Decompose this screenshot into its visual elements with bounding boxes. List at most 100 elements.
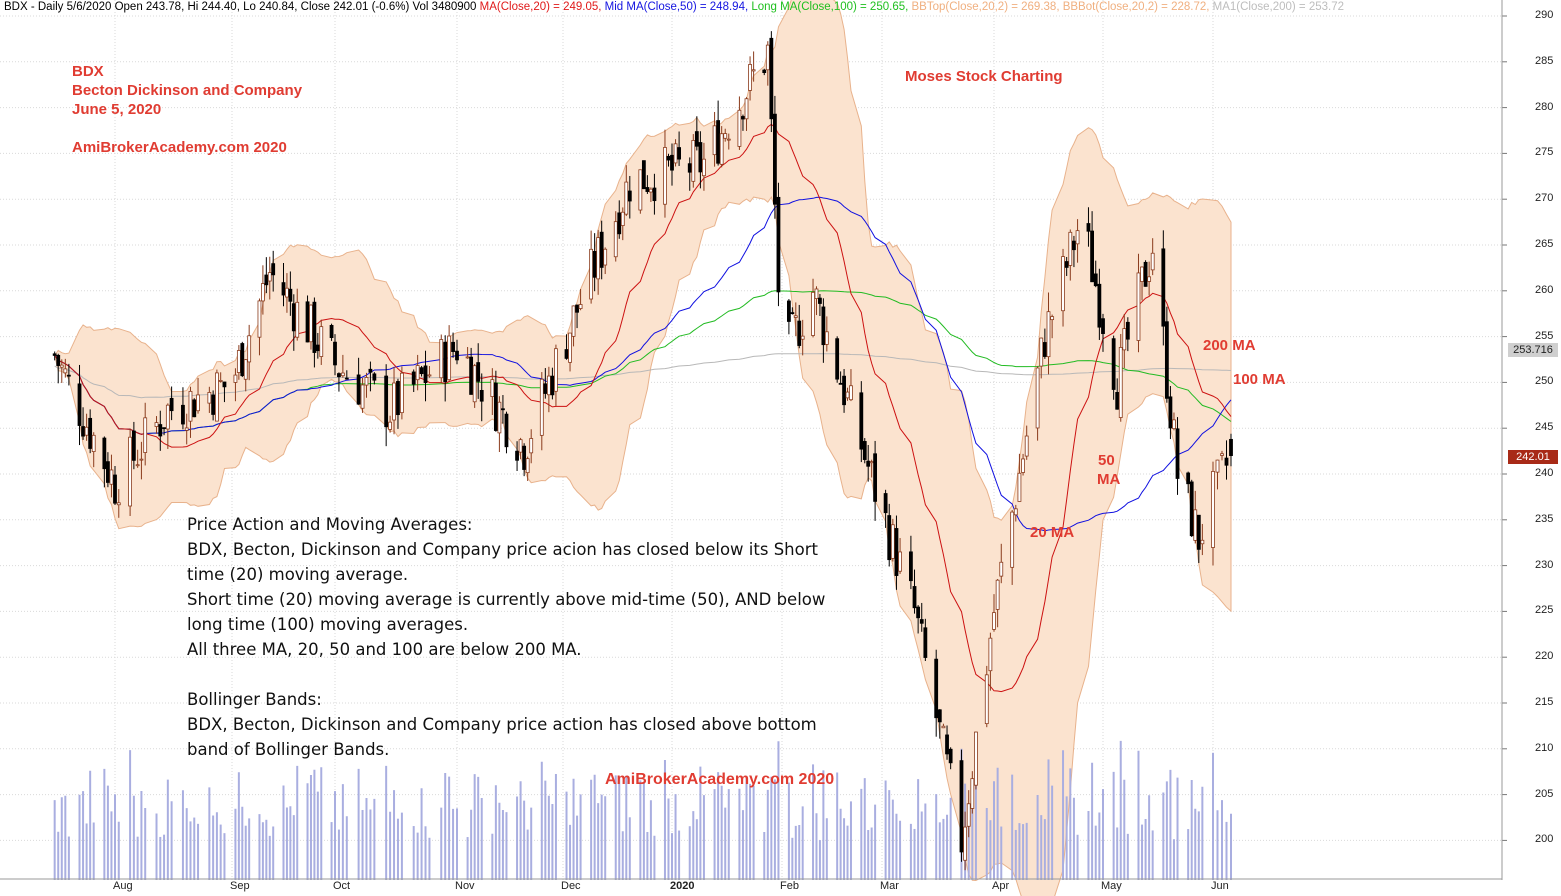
candle-body: [821, 306, 826, 346]
candle-body: [1168, 396, 1173, 429]
candle-body: [135, 464, 140, 467]
candle-body: [1021, 458, 1025, 473]
candle-body: [113, 474, 117, 504]
candle-body: [158, 424, 163, 437]
candle-body: [295, 301, 300, 338]
date-label: June 5, 2020: [72, 101, 162, 118]
candle-body: [627, 190, 632, 202]
y-tick-label: 205: [1535, 787, 1554, 800]
candle-body: [765, 44, 770, 71]
candle-body: [372, 373, 377, 381]
candle-body: [1164, 321, 1169, 399]
candle-body: [941, 725, 946, 729]
candle-body: [443, 341, 448, 383]
candle-body: [1224, 457, 1229, 466]
candle-body: [673, 143, 678, 164]
candle-body: [91, 434, 96, 452]
candle-body: [1090, 230, 1094, 283]
candle-body: [131, 430, 136, 461]
candle-body: [1075, 230, 1080, 245]
candle-body: [415, 365, 420, 381]
y-tick-label: 200: [1535, 833, 1554, 846]
candle-body: [102, 437, 107, 470]
candle-body: [1215, 459, 1220, 473]
candle-body: [677, 147, 681, 160]
candle-body: [1097, 283, 1102, 328]
candle-body: [469, 356, 474, 395]
commentary-line: Bollinger Bands:: [187, 690, 322, 709]
candle-body: [504, 413, 509, 448]
candle-body: [243, 359, 248, 380]
x-tick-label: Dec: [561, 880, 581, 892]
bollinger-band-fill: [54, 0, 1232, 896]
ma50-label-bottom: MA: [1097, 471, 1121, 488]
candle-body: [866, 460, 871, 467]
candle-body: [340, 372, 345, 377]
candle-body: [923, 627, 928, 658]
candle-body: [999, 561, 1004, 577]
candle-body: [1046, 311, 1051, 358]
candle-body: [995, 579, 1000, 610]
candle-body: [716, 120, 721, 164]
ma200-price-tag: 253.716: [1508, 343, 1558, 357]
candle-body: [793, 315, 798, 318]
ma50-line: [54, 196, 1232, 532]
candle-body: [1193, 509, 1198, 541]
candle-body: [337, 373, 341, 378]
candle-body: [596, 237, 601, 280]
candle-body: [1115, 392, 1120, 410]
candle-body: [762, 69, 767, 73]
y-tick-label: 215: [1535, 696, 1554, 708]
candle-body: [578, 304, 583, 309]
commentary-line: time (20) moving average.: [187, 565, 409, 584]
candlesticks: [52, 31, 1233, 871]
candle-body: [666, 155, 671, 161]
y-tick-label: 240: [1535, 467, 1554, 479]
candle-body: [447, 335, 452, 381]
candle-body: [288, 288, 293, 302]
candle-body: [181, 404, 185, 425]
ma200-readout: MA1(Close,200) = 253.72: [1212, 1, 1345, 13]
chart-grid: [0, 0, 1507, 880]
candle-body: [77, 383, 82, 426]
candle-body: [966, 803, 971, 827]
candle-body: [786, 300, 791, 322]
symbol-info: BDX - Daily 5/6/2020 Open 243.78, Hi 244…: [4, 1, 477, 13]
candle-body: [992, 612, 996, 630]
candle-body: [52, 353, 57, 356]
candle-body: [934, 658, 939, 719]
candle-body: [215, 372, 219, 422]
candle-body: [887, 515, 892, 561]
y-tick-label: 260: [1535, 283, 1554, 296]
candle-body: [257, 300, 262, 338]
candle-body: [948, 748, 953, 764]
candle-body: [712, 125, 717, 156]
candle-body: [465, 356, 470, 359]
candle-body: [196, 394, 200, 412]
candle-body: [613, 221, 618, 258]
candle-body: [617, 212, 622, 235]
candle-body: [1200, 539, 1205, 545]
candle-body: [451, 341, 455, 352]
candle-body: [849, 385, 853, 401]
candle-body: [568, 332, 572, 363]
candle-body: [222, 381, 227, 388]
candle-body: [1186, 472, 1191, 485]
candle-body: [641, 160, 646, 190]
y-tick-label: 245: [1535, 421, 1554, 434]
candle-body: [916, 606, 921, 619]
candle-body: [529, 438, 534, 454]
candle-body: [154, 422, 159, 427]
commentary-line: band of Bollinger Bands.: [187, 740, 390, 759]
site-label-bottom: AmiBrokerAcademy.com 2020: [605, 771, 835, 788]
x-tick-label: 2020: [670, 880, 695, 892]
y-tick-label: 285: [1535, 54, 1554, 67]
candle-body: [694, 131, 699, 147]
chart-header: BDX - Daily 5/6/2020 Open 243.78, Hi 244…: [4, 1, 1344, 13]
candle-body: [691, 140, 696, 182]
candle-body: [1035, 367, 1040, 429]
y-tick-label: 265: [1535, 238, 1554, 250]
candle-body: [515, 450, 519, 461]
candle-body: [543, 383, 548, 394]
